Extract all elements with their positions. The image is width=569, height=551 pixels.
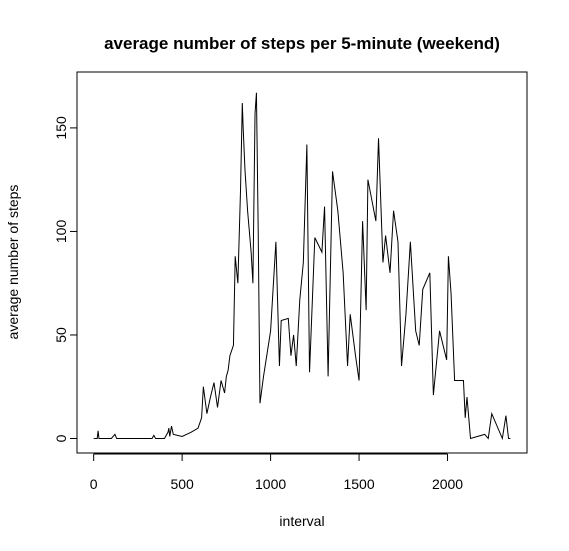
y-tick-label: 150 bbox=[53, 116, 69, 140]
chart-title: average number of steps per 5-minute (we… bbox=[104, 34, 500, 53]
y-tick-label: 0 bbox=[53, 434, 69, 442]
y-axis-label: average number of steps bbox=[5, 185, 21, 340]
x-tick-label: 0 bbox=[90, 476, 98, 492]
x-tick-label: 1000 bbox=[255, 476, 286, 492]
x-axis-label: interval bbox=[279, 513, 324, 529]
data-line bbox=[93, 92, 511, 441]
y-tick-label: 50 bbox=[53, 327, 69, 343]
x-tick-label: 2000 bbox=[432, 476, 463, 492]
x-tick-label: 500 bbox=[170, 476, 194, 492]
y-tick-label: 100 bbox=[53, 220, 69, 244]
x-tick-label: 1500 bbox=[343, 476, 374, 492]
